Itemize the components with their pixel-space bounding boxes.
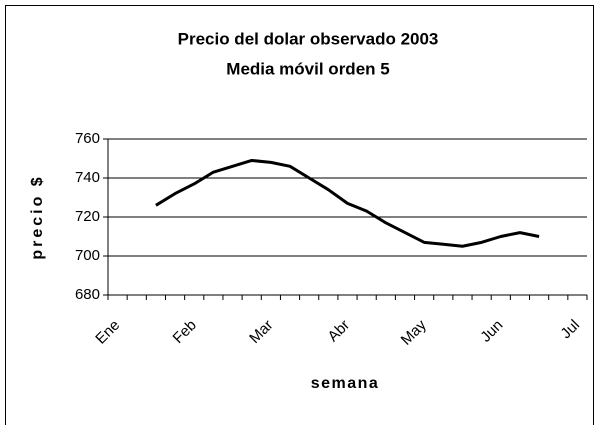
y-axis-title: precio $ [29, 174, 46, 259]
y-tick-label: 740 [75, 169, 100, 186]
chart-title: Precio del dolar observado 2003 [178, 29, 439, 48]
y-tick-label: 700 [75, 247, 100, 264]
data-line [155, 158, 540, 248]
y-tick-label: 760 [75, 130, 100, 147]
x-axis-title: semana [311, 375, 380, 392]
chart-subtitle: Media móvil orden 5 [226, 59, 389, 78]
y-tick-label: 720 [75, 208, 100, 225]
y-tick-label: 680 [75, 286, 100, 303]
chart-frame [5, 5, 594, 425]
